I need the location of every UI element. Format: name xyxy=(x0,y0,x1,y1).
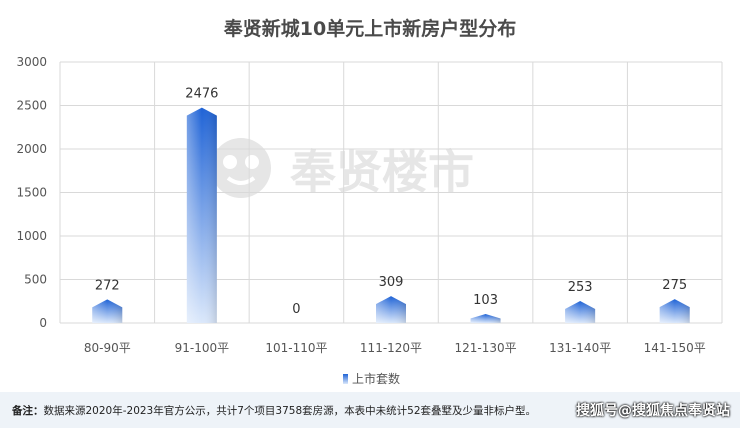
x-tick-label: 111-120平 xyxy=(360,341,422,355)
watermark-text: 奉贤楼市 xyxy=(290,145,474,199)
data-label: 309 xyxy=(379,275,404,290)
y-tick-label: 1000 xyxy=(16,229,47,243)
legend-swatch xyxy=(343,374,348,384)
footer-note-text: 数据来源2020年-2023年官方公示，共计7个项目3758套房源，本表中未统计… xyxy=(43,405,537,417)
data-label: 103 xyxy=(473,293,498,308)
y-tick-label: 3000 xyxy=(16,55,47,69)
footer-note: 备注：数据来源2020年-2023年官方公示，共计7个项目3758套房源，本表中… xyxy=(12,403,536,418)
bar-chart: 奉贤楼市 0 500 1000 1500 2000 2500 3000 272 80-90平 2… xyxy=(16,55,723,386)
bar-shading xyxy=(186,107,217,323)
y-tick-label: 2500 xyxy=(16,99,47,113)
legend-label: 上市套数 xyxy=(352,371,400,386)
x-tick-label: 101-110平 xyxy=(265,341,327,355)
bar-shading xyxy=(565,300,596,323)
bar-shading xyxy=(470,314,501,323)
x-tick-label: 91-100平 xyxy=(175,341,230,355)
y-tick-label: 0 xyxy=(39,316,47,330)
footer-note-bar: 备注：数据来源2020年-2023年官方公示，共计7个项目3758套房源，本表中… xyxy=(0,392,740,428)
watermark: 奉贤楼市 xyxy=(211,138,474,199)
data-label: 272 xyxy=(95,278,120,293)
x-tick-label: 121-130平 xyxy=(455,341,517,355)
y-tick-label: 1500 xyxy=(16,186,47,200)
y-tick-label: 500 xyxy=(24,273,47,287)
source-watermark: 搜狐号@搜狐焦点奉贤站 xyxy=(576,403,730,419)
bar-shading xyxy=(92,299,123,323)
data-label: 253 xyxy=(568,280,593,295)
y-tick-label: 2000 xyxy=(16,142,47,156)
x-tick-label: 141-150平 xyxy=(644,341,706,355)
bar-shading xyxy=(659,299,690,323)
x-tick-label: 80-90平 xyxy=(84,341,131,355)
data-label: 275 xyxy=(662,278,687,293)
chart-title: 奉贤新城10单元上市新房户型分布 xyxy=(223,18,517,40)
data-label: 0 xyxy=(292,302,300,317)
data-label: 2476 xyxy=(185,87,218,102)
footer-note-label: 备注： xyxy=(12,405,44,417)
legend: 上市套数 xyxy=(343,371,400,386)
x-tick-label: 131-140平 xyxy=(549,341,611,355)
bar-shading xyxy=(376,296,406,323)
